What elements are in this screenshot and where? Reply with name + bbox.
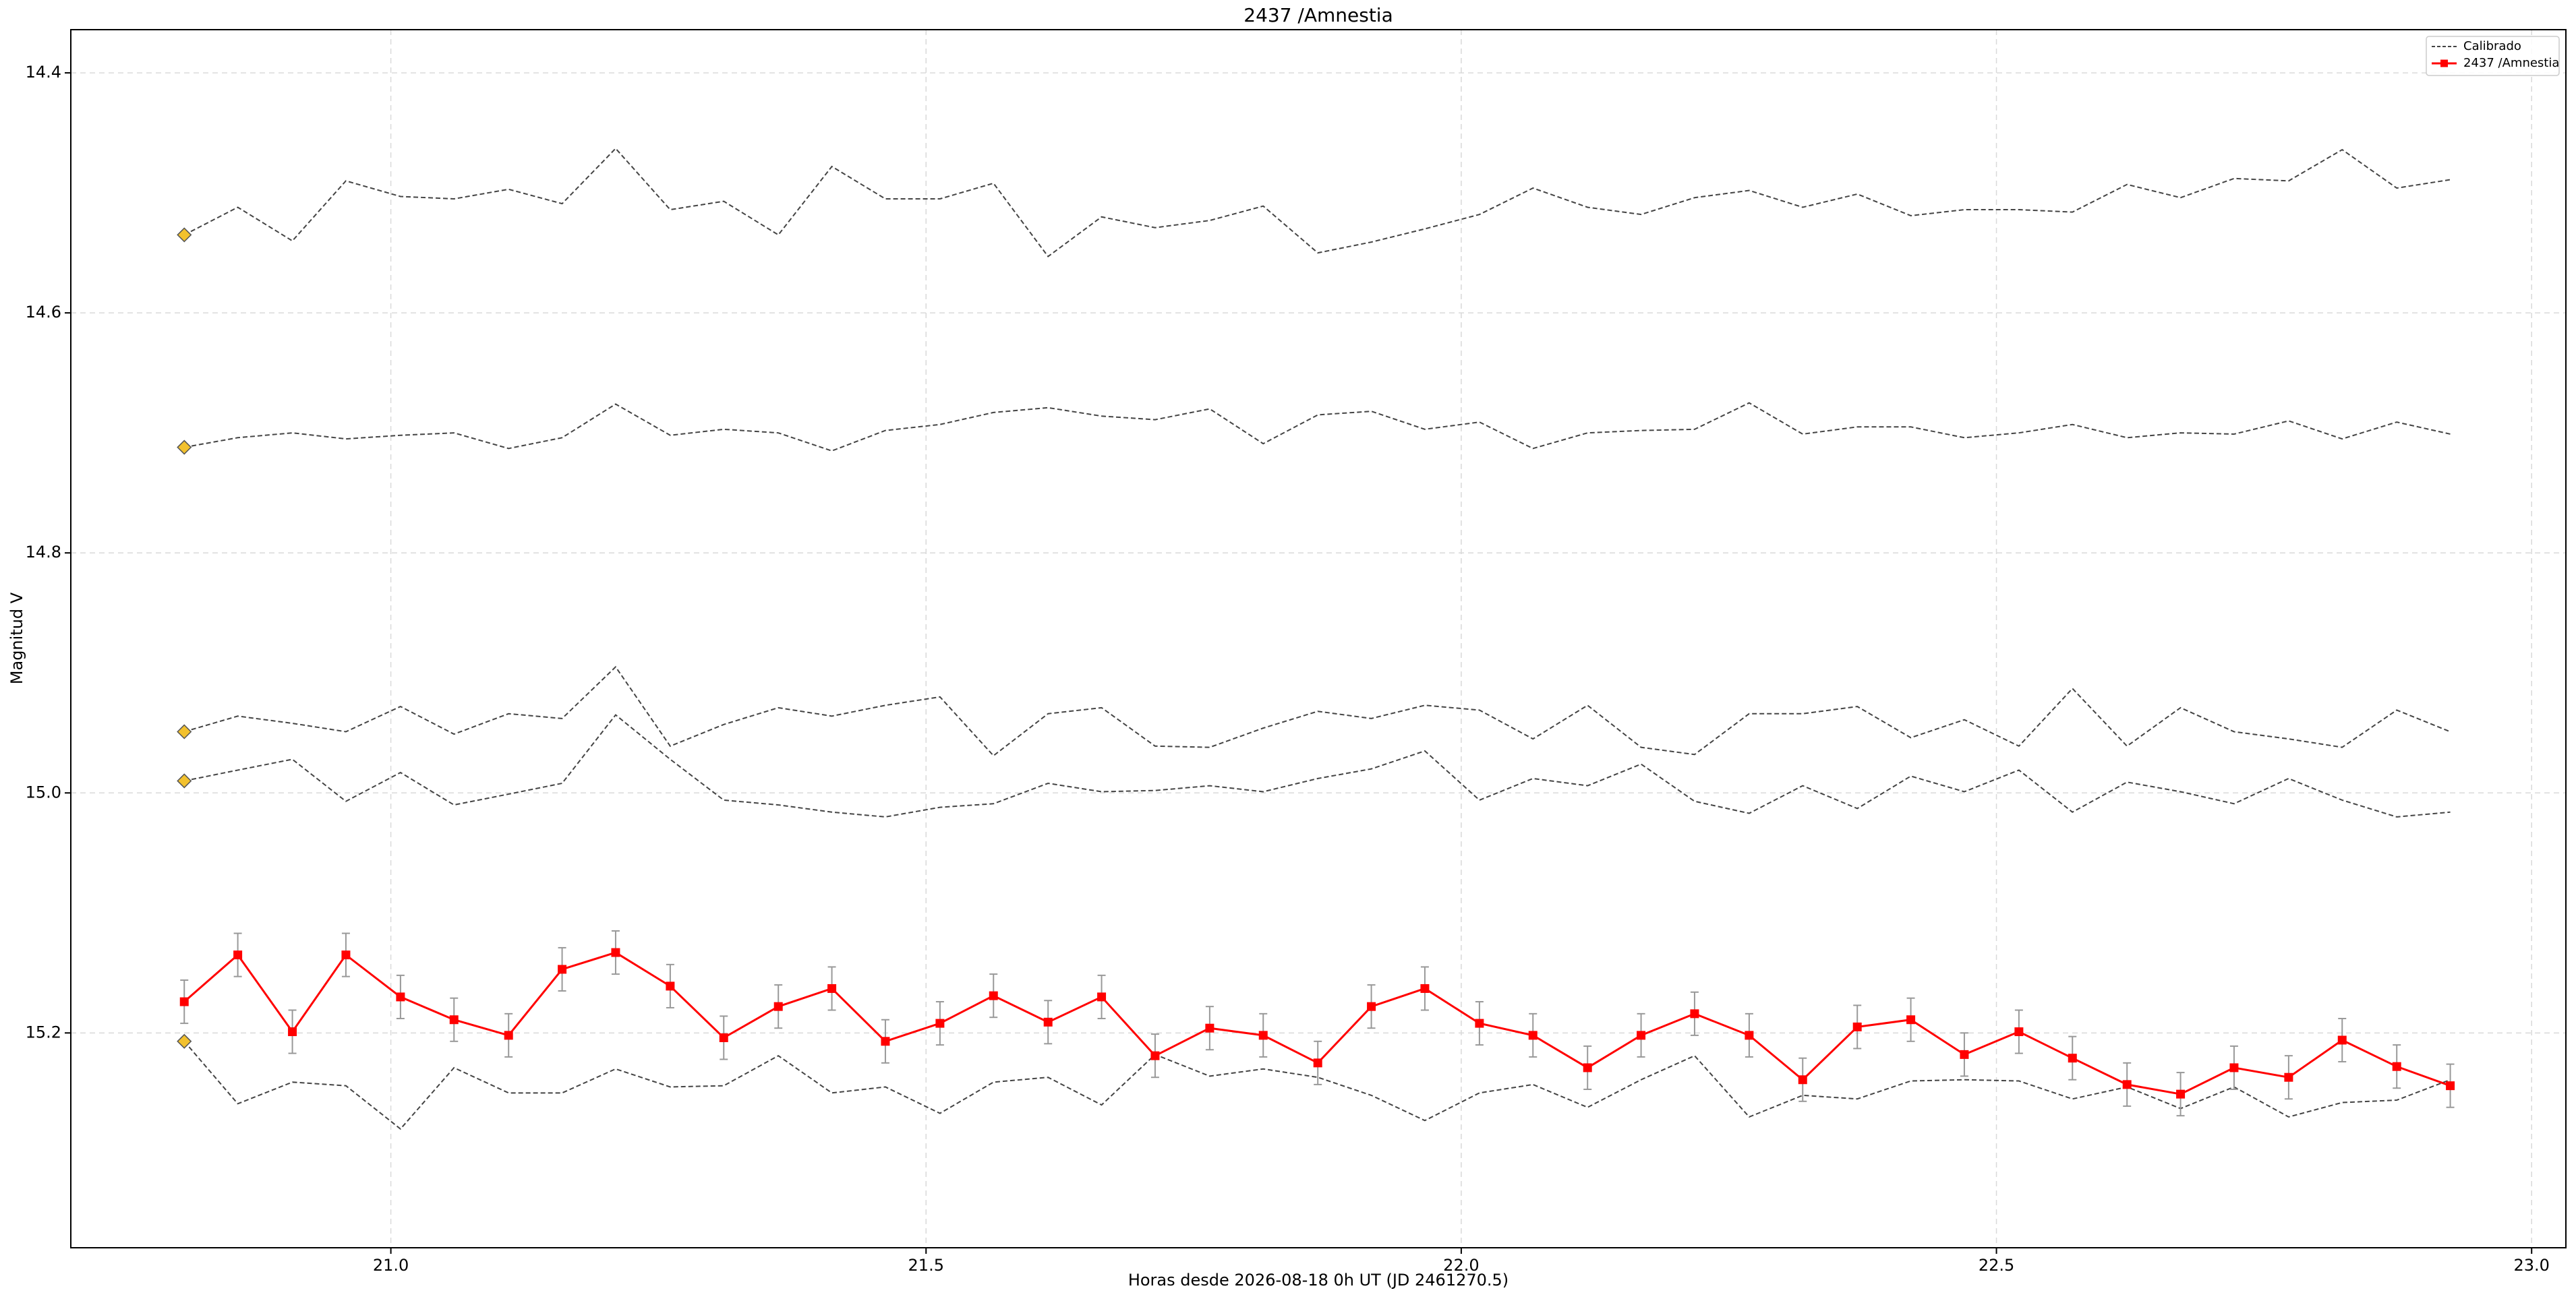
y-tick-label: 15.2 xyxy=(26,1023,61,1041)
data-point xyxy=(1583,1063,1592,1072)
x-axis-label: Horas desde 2026-08-18 0h UT (JD 2461270… xyxy=(1128,1271,1509,1290)
data-point xyxy=(1906,1015,1916,1025)
x-tick-label: 21.5 xyxy=(908,1256,944,1275)
data-point xyxy=(1258,1031,1268,1040)
comparison-start-marker xyxy=(177,773,192,789)
data-point xyxy=(2284,1072,2293,1082)
data-point xyxy=(1528,1031,1538,1040)
data-point xyxy=(1690,1009,1699,1019)
legend-label: Calibrado xyxy=(2463,39,2521,53)
x-tick-label: 23.0 xyxy=(2513,1256,2549,1275)
data-point xyxy=(179,997,189,1006)
data-point xyxy=(719,1033,728,1042)
data-point xyxy=(504,1031,513,1040)
legend-box xyxy=(2426,36,2560,76)
data-point xyxy=(881,1037,890,1046)
y-tick-label: 14.4 xyxy=(26,63,61,82)
data-point xyxy=(2176,1089,2186,1099)
data-point xyxy=(2229,1063,2239,1072)
data-point xyxy=(2122,1080,2132,1089)
data-point xyxy=(1960,1050,1969,1059)
data-point xyxy=(2014,1027,2024,1037)
data-point xyxy=(1637,1031,1646,1040)
data-point xyxy=(1097,992,1107,1002)
data-point xyxy=(1205,1023,1214,1033)
comparison-line xyxy=(183,665,2451,757)
data-point xyxy=(611,948,620,957)
comparison-line xyxy=(183,147,2451,258)
x-tick-label: 21.0 xyxy=(373,1256,409,1275)
data-point xyxy=(341,950,351,960)
comparison-start-marker xyxy=(177,724,192,739)
y-axis-label: Magnitud V xyxy=(7,592,26,684)
comparison-line xyxy=(184,402,2451,452)
data-point xyxy=(1852,1022,1862,1031)
data-point xyxy=(1313,1058,1322,1068)
data-point xyxy=(1420,984,1430,993)
data-point xyxy=(1745,1031,1754,1040)
data-point xyxy=(1367,1002,1376,1011)
data-point xyxy=(558,965,567,974)
data-point xyxy=(827,984,837,993)
data-point xyxy=(1475,1019,1484,1028)
data-point xyxy=(1150,1051,1160,1060)
data-point xyxy=(773,1002,783,1011)
data-point xyxy=(2446,1081,2455,1091)
comparison-start-marker xyxy=(177,227,192,243)
data-point xyxy=(2392,1062,2401,1071)
plot-frame xyxy=(70,29,2567,1248)
comparison-start-marker xyxy=(177,1033,192,1049)
y-tick-label: 14.6 xyxy=(26,303,61,322)
data-point xyxy=(396,992,405,1002)
data-point xyxy=(2337,1035,2347,1045)
data-point xyxy=(1798,1075,1807,1085)
data-point xyxy=(449,1015,459,1025)
comparison-line xyxy=(184,714,2451,818)
data-point xyxy=(989,991,998,1000)
x-tick-label: 22.0 xyxy=(1443,1256,1479,1275)
data-point xyxy=(233,950,243,960)
data-point xyxy=(2068,1054,2077,1063)
data-point xyxy=(288,1027,297,1037)
x-tick-label: 22.5 xyxy=(1979,1256,2014,1275)
chart-title: 2437 /Amnestia xyxy=(1243,4,1393,26)
comparison-start-marker xyxy=(177,440,192,455)
data-point xyxy=(666,981,675,991)
legend-label: 2437 /Amnestia xyxy=(2463,56,2559,70)
legend-marker xyxy=(2440,59,2448,67)
y-tick-label: 14.8 xyxy=(26,543,61,562)
data-point xyxy=(935,1019,945,1028)
data-point xyxy=(1043,1017,1053,1027)
y-tick-label: 15.0 xyxy=(26,783,61,801)
